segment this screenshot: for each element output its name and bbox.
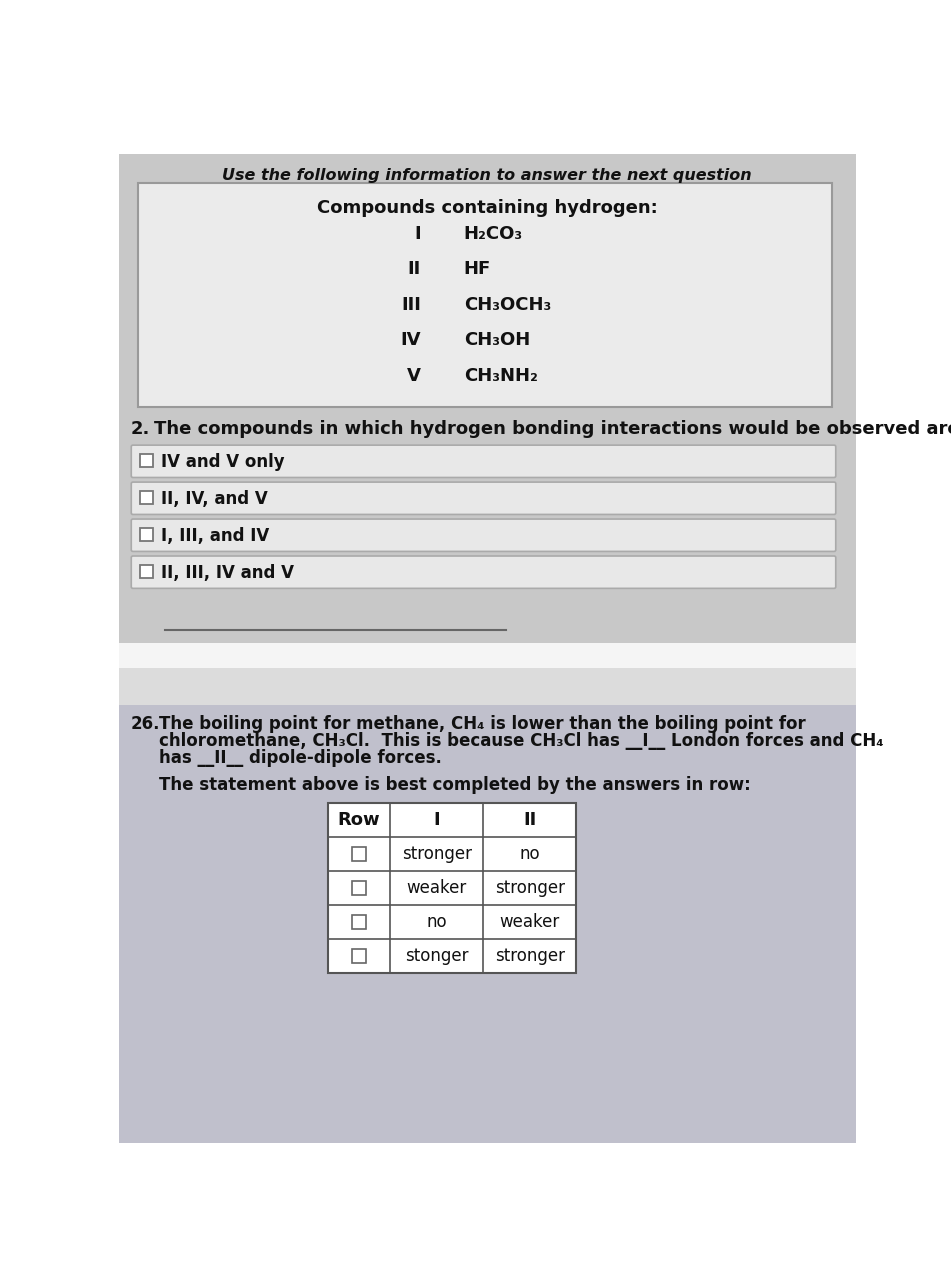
Text: stronger: stronger: [495, 878, 565, 898]
Text: 2.: 2.: [130, 420, 150, 438]
Text: II: II: [408, 261, 421, 279]
Text: IV: IV: [400, 331, 421, 349]
Bar: [119, 669, 856, 705]
Text: I: I: [434, 811, 440, 829]
Text: H₂CO₃: H₂CO₃: [464, 225, 523, 243]
Text: 26.: 26.: [130, 715, 160, 733]
FancyBboxPatch shape: [140, 455, 153, 467]
Text: I, III, and IV: I, III, and IV: [161, 526, 269, 544]
Text: The statement above is best completed by the answers in row:: The statement above is best completed by…: [159, 777, 751, 795]
FancyBboxPatch shape: [140, 565, 153, 578]
Bar: [328, 804, 576, 972]
Text: weaker: weaker: [499, 913, 560, 931]
FancyBboxPatch shape: [352, 847, 366, 862]
FancyBboxPatch shape: [352, 881, 366, 895]
Text: chloromethane, CH₃Cl.  This is because CH₃Cl has __I__ London forces and CH₄: chloromethane, CH₃Cl. This is because CH…: [159, 732, 883, 750]
Bar: [119, 643, 856, 705]
Text: V: V: [407, 367, 421, 385]
FancyBboxPatch shape: [131, 556, 836, 588]
Text: III: III: [401, 295, 421, 313]
FancyBboxPatch shape: [352, 949, 366, 963]
FancyBboxPatch shape: [131, 482, 836, 515]
Text: I: I: [415, 225, 421, 243]
Text: II, III, IV and V: II, III, IV and V: [161, 564, 294, 582]
Text: Compounds containing hydrogen:: Compounds containing hydrogen:: [317, 199, 657, 217]
Text: Use the following information to answer the next question: Use the following information to answer …: [223, 168, 752, 182]
Text: stronger: stronger: [401, 845, 472, 863]
Text: weaker: weaker: [406, 878, 467, 898]
Text: II, IV, and V: II, IV, and V: [161, 489, 267, 507]
Text: The compounds in which hydrogen bonding interactions would be observed are: The compounds in which hydrogen bonding …: [154, 420, 951, 438]
Text: stonger: stonger: [405, 946, 469, 964]
Text: no: no: [519, 845, 540, 863]
Text: CH₃OH: CH₃OH: [464, 331, 530, 349]
Text: has __II__ dipole-dipole forces.: has __II__ dipole-dipole forces.: [159, 749, 442, 767]
Text: The boiling point for methane, CH₄ is lower than the boiling point for: The boiling point for methane, CH₄ is lo…: [159, 715, 805, 733]
Text: HF: HF: [464, 261, 491, 279]
Bar: [119, 705, 856, 1143]
FancyBboxPatch shape: [352, 914, 366, 928]
Text: II: II: [523, 811, 536, 829]
FancyBboxPatch shape: [140, 492, 153, 505]
FancyBboxPatch shape: [131, 519, 836, 551]
Text: stronger: stronger: [495, 946, 565, 964]
Bar: [119, 154, 856, 643]
Text: IV and V only: IV and V only: [161, 453, 284, 471]
FancyBboxPatch shape: [138, 184, 832, 407]
FancyBboxPatch shape: [140, 528, 153, 542]
Text: CH₃NH₂: CH₃NH₂: [464, 367, 537, 385]
Text: CH₃OCH₃: CH₃OCH₃: [464, 295, 551, 313]
FancyBboxPatch shape: [131, 446, 836, 478]
Text: Row: Row: [338, 811, 380, 829]
Text: no: no: [426, 913, 447, 931]
